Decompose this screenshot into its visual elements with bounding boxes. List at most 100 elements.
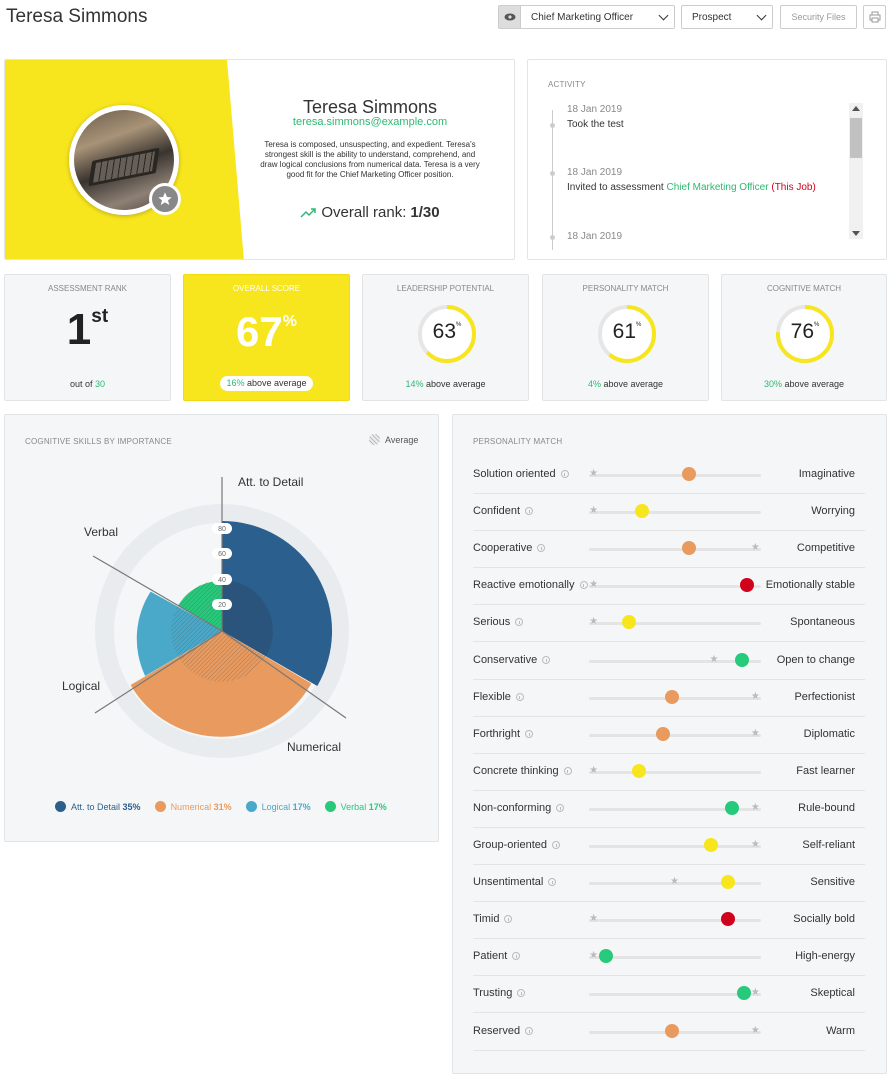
cognitive-skills-card: COGNITIVE SKILLS BY IMPORTANCE Average 8… [4,414,439,842]
personality-donut [598,305,656,363]
ideal-star-icon: ★ [750,727,760,739]
trait-right-label: Sensitive [810,876,855,889]
security-files-button[interactable]: Security Files [780,5,857,29]
tick-60: 60 [212,548,232,559]
activity-scrollbar[interactable] [849,103,863,239]
print-button[interactable] [863,5,886,29]
info-icon[interactable] [512,952,521,961]
trait-right-label: Fast learner [796,764,855,777]
trait-slider-track [589,511,761,515]
trait-right-label: Worrying [811,505,855,518]
info-icon[interactable] [525,1026,534,1035]
leadership-potential-card: LEADERSHIP POTENTIAL 63% 14% above avera… [362,274,529,401]
stat-title: LEADERSHIP POTENTIAL [396,284,495,293]
average-overlay [171,605,222,657]
trait-right-label: Rule-bound [798,801,855,814]
scroll-up-icon[interactable] [852,106,860,111]
trait-slider-track [589,622,761,626]
trait-left-label: Non-conforming [473,801,552,814]
trait-left-label: Solution oriented [473,468,556,480]
leadership-donut [418,305,476,363]
scroll-thumb[interactable] [850,118,862,158]
stat-foot: out of 30 [5,379,170,389]
svg-text:80: 80 [218,526,226,533]
activity-date: 18 Jan 2019 [567,104,623,115]
ideal-star-icon: ★ [750,542,760,554]
info-icon[interactable] [542,655,551,664]
stage-select-value: Prospect [692,11,732,23]
personality-row: Timid ★ Socially bold [473,902,865,940]
trait-left: Group-oriented [473,839,560,851]
page-title: Teresa Simmons [6,6,148,27]
trait-left: Reactive emotionally [473,579,588,591]
legend-name: Verbal [340,801,367,812]
timeline-line [552,110,553,250]
trait-slider-track [589,585,761,589]
label-att-to-detail: Att. to Detail [238,475,303,489]
stat-title: COGNITIVE MATCH [766,284,842,293]
ideal-star-icon: ★ [589,468,599,479]
score-suffix: % [282,313,297,330]
trait-right-label: Socially bold [793,913,855,926]
personality-row: Solution oriented ★ Imaginative [473,457,865,494]
info-icon[interactable] [552,841,560,849]
info-icon[interactable] [515,692,524,701]
trait-left-label: Patient [473,950,508,963]
donut-value: 76% [790,320,820,343]
trait-left: Forthright [473,728,534,740]
trait-left-label: Reactive emotionally [473,579,575,592]
info-icon[interactable] [556,803,565,812]
trait-left-label: Flexible [473,690,511,703]
average-swatch [369,434,380,445]
info-icon[interactable] [515,618,524,627]
favorite-button[interactable] [149,183,181,215]
personality-row: Serious ★ Spontaneous [473,605,865,643]
profile-email[interactable]: teresa.simmons@example.com [292,116,448,128]
legend-name: Att. to Detail [71,801,121,812]
info-icon[interactable] [560,470,569,478]
stat-title: PERSONALITY MATCH [582,284,669,293]
trait-right-label: Open to change [776,653,855,666]
trait-left: Conservative [473,653,551,666]
info-icon[interactable] [517,989,526,998]
personality-row: Concrete thinking ★ Fast learner [473,754,865,791]
ideal-star-icon: ★ [589,616,599,628]
stat-foot-num: 16% [226,378,245,388]
assessment-rank-value: 1st [5,305,170,355]
info-icon[interactable] [525,507,534,516]
average-legend: Average [369,434,418,445]
wedge-att-to-detail [222,521,333,686]
info-icon[interactable] [563,766,572,775]
trait-score-marker [631,763,646,778]
average-overlay [178,580,222,631]
info-icon[interactable] [504,915,513,924]
trait-score-marker [599,949,614,964]
info-icon[interactable] [525,729,534,738]
trait-left: Trusting [473,987,526,999]
info-icon[interactable] [579,581,588,590]
chevron-down-icon [658,10,669,21]
trait-left-label: Unsentimental [473,876,544,889]
trait-score-marker [721,875,736,890]
trait-left-label: Conservative [473,653,538,666]
ideal-star-icon: ★ [670,876,679,888]
trait-left-label: Serious [473,616,511,629]
legend-pct: 17% [368,801,387,812]
info-icon[interactable] [537,544,546,553]
trait-slider-track [589,882,761,886]
print-icon [869,11,880,23]
activity-job-link[interactable]: Chief Marketing Officer [666,182,769,193]
trait-left: Serious [473,616,524,629]
info-icon[interactable] [548,878,557,887]
trait-score-marker [724,800,739,815]
trait-slider-track [589,919,761,923]
stat-foot: 30% above average [722,379,886,389]
rank-number: 1 [66,305,92,354]
trait-left: Patient [473,950,521,963]
job-select[interactable]: Chief Marketing Officer [498,5,675,29]
legend-dot [245,801,257,812]
personality-row: Reactive emotionally ★ Emotionally stable [473,568,865,606]
stage-select[interactable]: Prospect [681,5,773,29]
trait-score-marker [681,467,696,481]
scroll-down-icon[interactable] [852,231,860,236]
